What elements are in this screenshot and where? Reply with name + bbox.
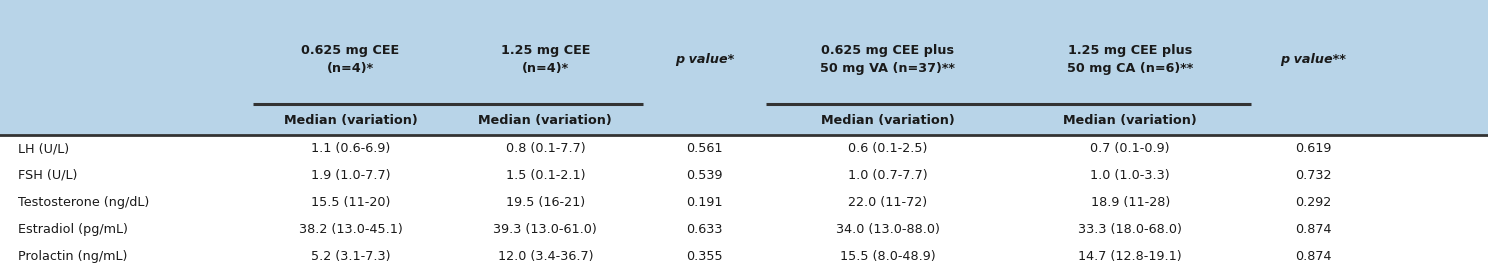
Text: 33.3 (18.0-68.0): 33.3 (18.0-68.0) <box>1079 223 1181 236</box>
Text: 15.5 (11-20): 15.5 (11-20) <box>311 196 390 209</box>
Text: 0.732: 0.732 <box>1295 169 1332 182</box>
Text: Median (variation): Median (variation) <box>284 114 417 127</box>
Text: 0.6 (0.1-2.5): 0.6 (0.1-2.5) <box>848 142 927 155</box>
Text: p value*: p value* <box>676 53 734 66</box>
Text: 0.625 mg CEE
(n=4)*: 0.625 mg CEE (n=4)* <box>302 44 399 75</box>
Text: 0.561: 0.561 <box>686 142 723 155</box>
Text: 19.5 (16-21): 19.5 (16-21) <box>506 196 585 209</box>
Text: LH (U/L): LH (U/L) <box>18 142 68 155</box>
Text: 1.0 (1.0-3.3): 1.0 (1.0-3.3) <box>1091 169 1170 182</box>
Text: Testosterone (ng/dL): Testosterone (ng/dL) <box>18 196 149 209</box>
Text: 0.619: 0.619 <box>1295 142 1332 155</box>
Text: 12.0 (3.4-36.7): 12.0 (3.4-36.7) <box>497 250 594 263</box>
Text: 0.874: 0.874 <box>1295 250 1332 263</box>
Text: Median (variation): Median (variation) <box>479 114 612 127</box>
Text: 0.7 (0.1-0.9): 0.7 (0.1-0.9) <box>1091 142 1170 155</box>
Text: 1.9 (1.0-7.7): 1.9 (1.0-7.7) <box>311 169 390 182</box>
Text: 1.1 (0.6-6.9): 1.1 (0.6-6.9) <box>311 142 390 155</box>
Text: 0.191: 0.191 <box>686 196 723 209</box>
Text: 1.0 (0.7-7.7): 1.0 (0.7-7.7) <box>848 169 927 182</box>
Text: 15.5 (8.0-48.9): 15.5 (8.0-48.9) <box>839 250 936 263</box>
Text: 0.633: 0.633 <box>686 223 723 236</box>
Text: Prolactin (ng/mL): Prolactin (ng/mL) <box>18 250 128 263</box>
Text: Median (variation): Median (variation) <box>1064 114 1196 127</box>
Text: 1.5 (0.1-2.1): 1.5 (0.1-2.1) <box>506 169 585 182</box>
Text: 1.25 mg CEE plus
50 mg CA (n=6)**: 1.25 mg CEE plus 50 mg CA (n=6)** <box>1067 44 1193 75</box>
Text: 18.9 (11-28): 18.9 (11-28) <box>1091 196 1170 209</box>
Text: 1.25 mg CEE
(n=4)*: 1.25 mg CEE (n=4)* <box>500 44 591 75</box>
Text: Median (variation): Median (variation) <box>821 114 954 127</box>
Text: 0.8 (0.1-7.7): 0.8 (0.1-7.7) <box>506 142 585 155</box>
Text: 14.7 (12.8-19.1): 14.7 (12.8-19.1) <box>1079 250 1181 263</box>
Text: 34.0 (13.0-88.0): 34.0 (13.0-88.0) <box>836 223 939 236</box>
Bar <box>0 135 1488 270</box>
Text: 0.539: 0.539 <box>686 169 723 182</box>
Text: 0.625 mg CEE plus
50 mg VA (n=37)**: 0.625 mg CEE plus 50 mg VA (n=37)** <box>820 44 955 75</box>
Text: 22.0 (11-72): 22.0 (11-72) <box>848 196 927 209</box>
Text: FSH (U/L): FSH (U/L) <box>18 169 77 182</box>
Text: p value**: p value** <box>1280 53 1347 66</box>
Text: 39.3 (13.0-61.0): 39.3 (13.0-61.0) <box>494 223 597 236</box>
Text: 38.2 (13.0-45.1): 38.2 (13.0-45.1) <box>299 223 402 236</box>
Text: 0.874: 0.874 <box>1295 223 1332 236</box>
Text: 5.2 (3.1-7.3): 5.2 (3.1-7.3) <box>311 250 390 263</box>
Text: 0.355: 0.355 <box>686 250 723 263</box>
Text: 0.292: 0.292 <box>1295 196 1332 209</box>
Text: Estradiol (pg/mL): Estradiol (pg/mL) <box>18 223 128 236</box>
